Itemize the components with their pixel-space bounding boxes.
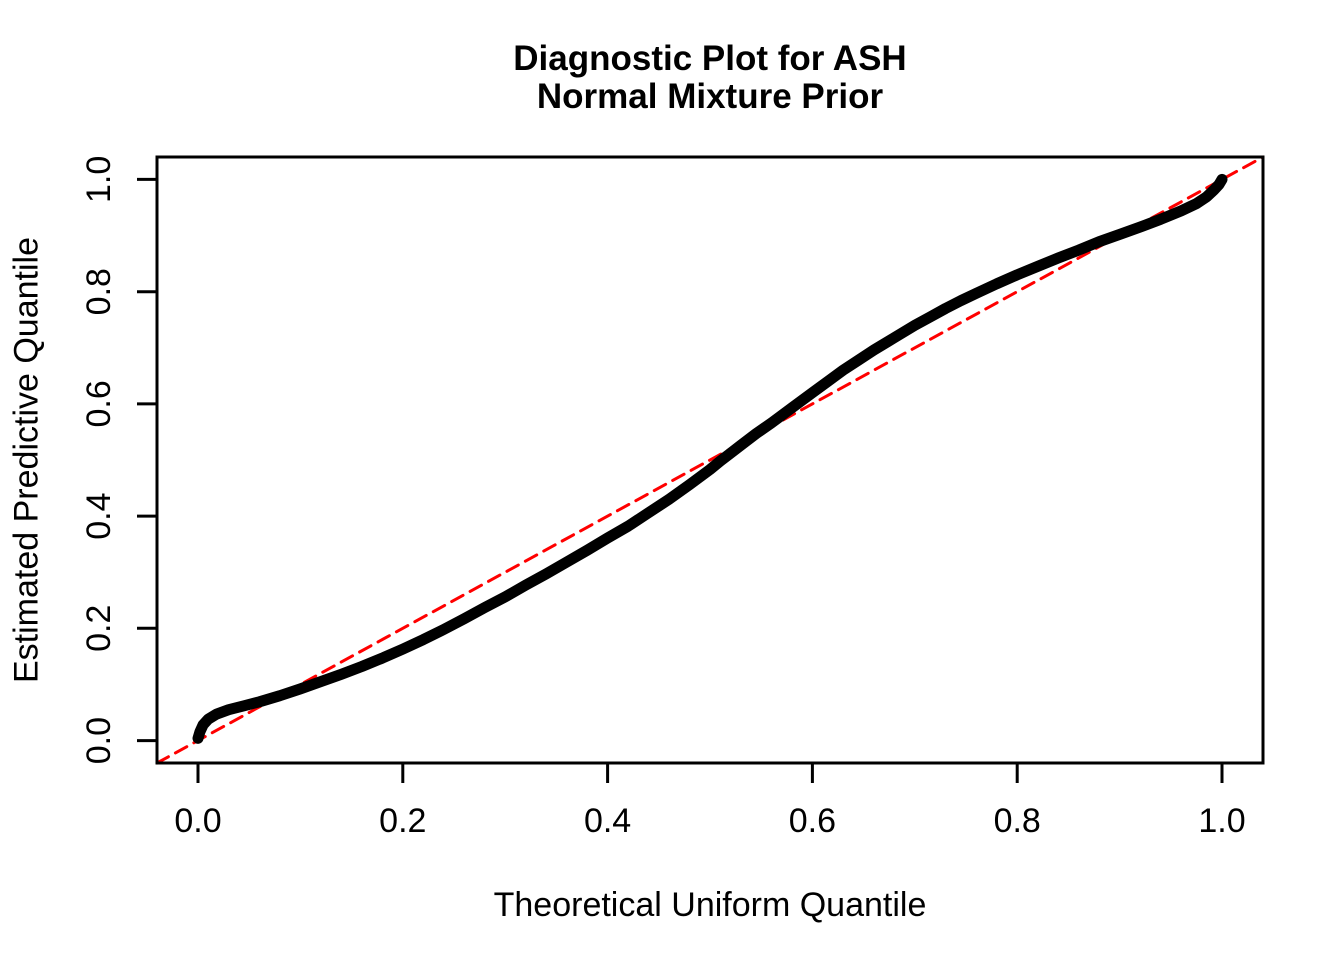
chart-title-line2: Normal Mixture Prior [536,77,884,116]
y-axis-tick-label: 0.4 [80,492,118,539]
chart-title-line1: Diagnostic Plot for ASH [513,39,907,78]
y-axis-tick-label: 0.8 [80,268,118,315]
x-axis-tick-label: 0.4 [584,802,631,840]
x-axis-tick-label: 0.0 [174,802,221,840]
x-axis-tick-label: 1.0 [1198,802,1245,840]
x-axis-tick-label: 0.8 [994,802,1041,840]
y-axis-tick-label: 0.0 [80,717,118,764]
identity-reference-line [155,155,1265,765]
y-axis-title: Estimated Predictive Quantile [7,237,46,683]
plot-box [155,155,1265,765]
y-axis-tick-label: 1.0 [80,156,118,203]
y-axis-tick-label: 0.6 [80,380,118,427]
x-axis-tick-label: 0.6 [789,802,836,840]
x-axis-tick-label: 0.2 [379,802,426,840]
chart-title: Diagnostic Plot for ASH Normal Mixture P… [157,40,1263,116]
estimated-predictive-quantile-curve [192,173,1228,744]
y-axis-tick-label: 0.2 [80,605,118,652]
x-axis-title: Theoretical Uniform Quantile [493,886,927,924]
